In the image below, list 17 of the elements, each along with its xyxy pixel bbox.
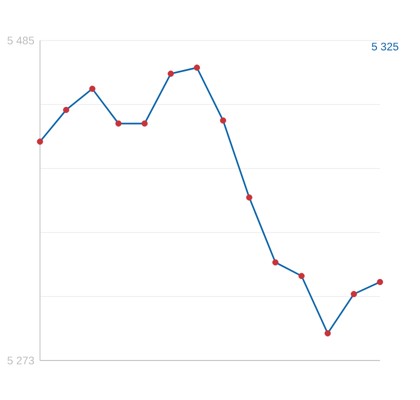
point (246, 194, 252, 201)
point (194, 64, 200, 71)
y-tick-label: 5 273 (7, 356, 34, 364)
point (376, 278, 384, 286)
point (89, 86, 96, 92)
point (63, 106, 70, 114)
point (324, 330, 331, 336)
point (168, 70, 174, 77)
point (142, 120, 148, 127)
point (115, 120, 122, 127)
point (220, 117, 226, 124)
annotation: 5 325 (372, 42, 398, 50)
point (36, 138, 44, 145)
point (350, 290, 357, 298)
y-tick-label: 5 485 (7, 36, 34, 44)
point (272, 259, 278, 266)
point (298, 272, 305, 280)
